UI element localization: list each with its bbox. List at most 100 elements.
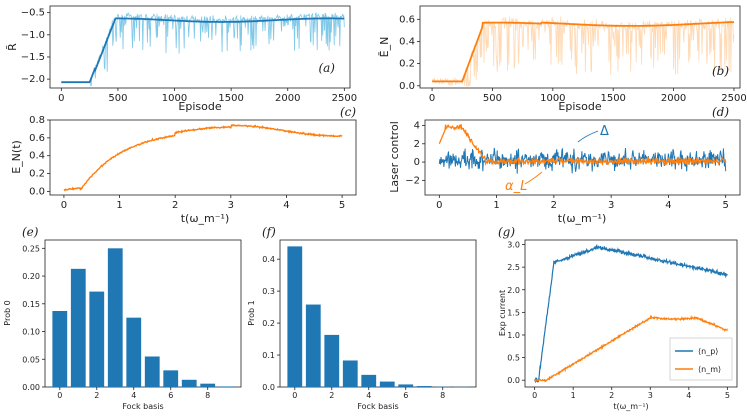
panel-e: 0 2 4 6 8 0.00 0.05 0.10 0.15 0.20 0.25 Fock basis… <box>3 239 242 411</box>
bar-fock-5 <box>379 381 395 387</box>
x-tick-label: 5 <box>722 200 728 211</box>
y-tick-label: 0.2 <box>399 59 415 70</box>
entanglement-raw-line <box>431 16 735 87</box>
x-tick-label: 500 <box>483 93 502 104</box>
y-tick-label: 0.2 <box>29 169 45 180</box>
legend-np-label: ⟨n_p⟩ <box>698 347 718 356</box>
x-tick-label: 1000 <box>162 93 187 104</box>
bar-fock-8 <box>200 383 216 387</box>
bar-fock-2 <box>324 334 340 387</box>
np-line <box>534 243 728 384</box>
y-tick-label: 0.4 <box>262 255 275 264</box>
panel-c: 0 1 2 3 4 5 0.0 0.2 0.4 0.6 0.8 t(ω_m⁻¹) E_N(t) <box>10 115 357 225</box>
alpha-annotation: α_L <box>505 179 527 194</box>
panel-d-xlabel: t(ω_m⁻¹) <box>558 212 607 225</box>
y-tick-label: −2.0 <box>21 74 45 85</box>
y-tick-label: −1.0 <box>21 30 45 41</box>
panel-d-frame <box>424 119 741 196</box>
y-tick-label: 0.10 <box>22 328 40 337</box>
bar-fock-2 <box>89 291 105 387</box>
x-tick-label: 500 <box>108 93 127 104</box>
panel-d-label: (d) <box>712 105 729 119</box>
y-tick-label: 0.1 <box>262 351 275 360</box>
x-tick-label: 3 <box>228 200 234 211</box>
panel-f-ylabel: Prob 1 <box>247 300 256 325</box>
x-tick-label: 2 <box>551 200 557 211</box>
x-tick-label: 4 <box>665 200 671 211</box>
y-tick-label: 0.0 <box>29 186 45 197</box>
y-tick-label: 0.20 <box>22 272 40 281</box>
y-tick-label: 0 <box>414 157 420 168</box>
reward-smoothed-line <box>61 17 345 84</box>
legend-box <box>669 337 733 381</box>
bar-fock-4 <box>361 374 377 387</box>
y-tick-label: 0.6 <box>29 133 45 144</box>
bar-fock-6 <box>398 384 414 387</box>
panel-e-label: (e) <box>22 225 39 239</box>
delta-annotation: Δ <box>600 124 609 139</box>
panel-b: 0 500 1000 1500 2000 2500 0.0 0.2 0.4 0.6 (b) Epi… <box>378 5 747 113</box>
bar-fock-4 <box>126 317 142 387</box>
x-tick-label: 0 <box>429 93 435 104</box>
panel-a: 0 500 1000 1500 2000 2500 −2.0 −1.5 −1.0 −0.5 (a)… <box>6 5 357 113</box>
x-tick-label: 6 <box>403 391 408 400</box>
x-tick-label: 0 <box>532 391 537 400</box>
panel-a-frame <box>49 5 351 89</box>
y-tick-label: 1.0 <box>507 331 520 340</box>
panel-b-xlabel: Episode <box>558 100 601 113</box>
panel-c-label: (c) <box>340 105 356 119</box>
y-tick-label: 2.5 <box>507 263 520 272</box>
panel-e-xlabel: Fock basis <box>122 402 163 411</box>
panel-c-xlabel: t(ω_m⁻¹) <box>181 212 230 225</box>
x-tick-label: 5 <box>725 391 730 400</box>
x-tick-label: 2000 <box>661 93 686 104</box>
panel-g-frame <box>524 239 738 388</box>
bar-fock-6 <box>163 370 179 387</box>
panel-c-frame <box>49 119 357 196</box>
x-tick-label: 2 <box>329 391 334 400</box>
x-tick-label: 4 <box>283 200 289 211</box>
panel-g-ylabel: Exp current <box>498 290 507 336</box>
bar-fock-7 <box>416 386 432 387</box>
bar-fock-3 <box>107 248 123 387</box>
panel-g-label: (g) <box>498 225 515 239</box>
y-tick-label: −0.5 <box>21 8 45 19</box>
panel-g-xlabel: t(ω_m⁻¹) <box>613 402 648 411</box>
x-tick-label: 1500 <box>600 93 625 104</box>
y-tick-label: 0.2 <box>262 319 275 328</box>
panel-f: 0 2 4 6 8 0.0 0.1 0.2 0.3 0.4 Fock basis Prob 1 <box>247 239 477 411</box>
y-tick-label: 0.0 <box>399 81 415 92</box>
y-tick-label: 2 <box>414 139 420 150</box>
x-tick-label: 4 <box>366 391 371 400</box>
x-tick-label: 0 <box>58 93 64 104</box>
x-tick-label: 1500 <box>218 93 243 104</box>
panel-a-xlabel: Episode <box>178 100 221 113</box>
panel-e-frame <box>44 239 242 388</box>
x-tick-label: 0 <box>61 200 67 211</box>
y-tick-label: 4 <box>414 120 420 131</box>
bar-fock-0 <box>287 246 303 387</box>
y-tick-label: 0.0 <box>507 376 520 385</box>
panel-b-ylabel: Ē_N <box>378 37 391 58</box>
panel-b-frame <box>419 5 741 89</box>
alpha-line <box>438 123 727 167</box>
en-t-line <box>63 124 343 192</box>
bar-fock-9 <box>218 386 234 387</box>
x-tick-label: 4 <box>686 391 691 400</box>
panel-d-ylabel: Laser control <box>388 121 401 193</box>
bar-fock-9 <box>453 386 469 388</box>
y-tick-label: 0.8 <box>29 115 45 126</box>
y-tick-label: 0.0 <box>262 383 275 392</box>
y-tick-label: −2 <box>405 175 420 186</box>
y-tick-label: 0.4 <box>29 151 45 162</box>
panel-c-ylabel: E_N(t) <box>10 140 23 174</box>
y-tick-label: 0.3 <box>262 287 275 296</box>
y-tick-label: 0.15 <box>22 300 40 309</box>
x-tick-label: 8 <box>205 391 210 400</box>
bar-fock-1 <box>305 304 321 387</box>
panel-g-legend: ⟨n_p⟩ ⟨n_m⟩ <box>669 337 733 381</box>
y-tick-label: 0.5 <box>507 354 520 363</box>
y-tick-label: 3.0 <box>507 241 520 250</box>
x-tick-label: 1 <box>571 391 576 400</box>
